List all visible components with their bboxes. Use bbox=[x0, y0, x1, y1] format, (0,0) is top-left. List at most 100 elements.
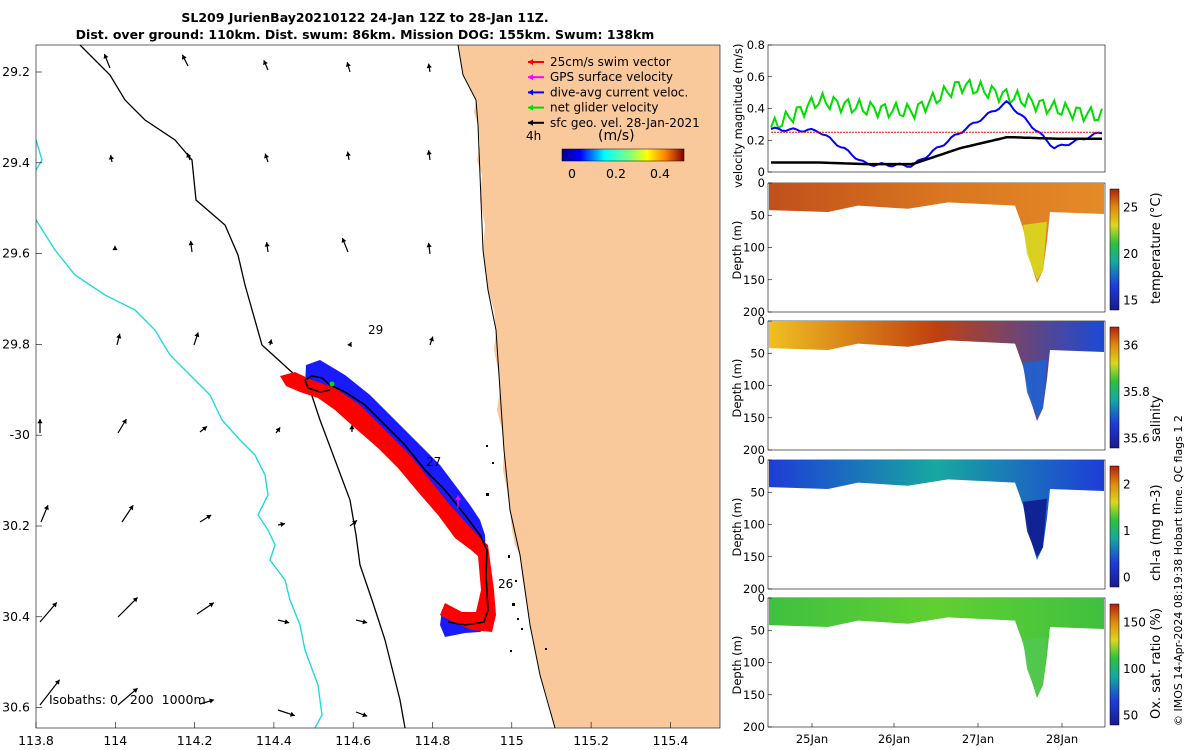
map-x-tick: 113.8 bbox=[18, 733, 54, 748]
plot-title-line2: Dist. over ground: 110km. Dist. swum: 86… bbox=[75, 27, 655, 42]
map-x-tick: 114.4 bbox=[256, 733, 292, 748]
geo-velocity-arrow bbox=[341, 237, 349, 253]
map-panel: 113.8 114 114.2 114.4 114.6 114.8 115 115.2 115.… bbox=[2, 44, 721, 748]
colorbar-tick: 1 bbox=[1123, 524, 1131, 538]
depth-axis-label: Depth (m) bbox=[730, 636, 744, 695]
geo-velocity-arrow bbox=[117, 687, 138, 706]
map-y-tick: 29.2 bbox=[2, 64, 30, 79]
geo-velocity-arrow bbox=[108, 154, 114, 163]
depth-tick: 150 bbox=[743, 411, 765, 425]
map-x-tick: 114 bbox=[103, 733, 127, 748]
geo-velocity-arrow bbox=[345, 151, 351, 161]
legend-label: sfc geo. vel. 28-Jan-2021 bbox=[550, 116, 700, 130]
depth-tick: 150 bbox=[743, 688, 765, 702]
geostrophic-vector-field bbox=[37, 53, 434, 718]
colorbar-tick: 20 bbox=[1123, 247, 1138, 261]
section-panel-chla: 0 50 100 150 200 Depth (m) 0 1 2 chl-a (mg m-3) bbox=[730, 453, 1164, 596]
date-tick: 25Jan bbox=[796, 732, 828, 746]
geo-velocity-arrow bbox=[264, 242, 270, 253]
plot-title-line1: SL209 JurienBay20210122 24-Jan 12Z to 28… bbox=[181, 10, 549, 25]
velocity-panel: 0 0.2 0.4 0.6 0.8 velocity magnitude (m/s) bbox=[731, 38, 1106, 188]
geo-velocity-arrow bbox=[117, 418, 127, 434]
depth-tick: 200 bbox=[743, 305, 765, 319]
legend-label: GPS surface velocity bbox=[550, 70, 673, 84]
geo-velocity-arrow bbox=[37, 419, 43, 433]
map-x-tick: 114.6 bbox=[335, 733, 371, 748]
map-x-axis: 113.8 114 114.2 114.4 114.6 114.8 115 115.2 115.… bbox=[18, 722, 688, 748]
geo-velocity-arrow bbox=[345, 62, 351, 73]
glider-track bbox=[280, 360, 496, 637]
depth-axis-label: Depth (m) bbox=[730, 359, 744, 418]
geo-velocity-arrow bbox=[199, 425, 208, 433]
geo-velocity-arrow bbox=[349, 425, 355, 432]
velocity-y-tick: 0.8 bbox=[747, 38, 765, 52]
date-tick: 26Jan bbox=[878, 732, 910, 746]
map-y-tick: 29.4 bbox=[2, 155, 30, 170]
depth-tick: 100 bbox=[743, 518, 765, 532]
depth-tick: 100 bbox=[743, 656, 765, 670]
legend-entry: GPS surface velocity bbox=[528, 70, 673, 84]
geo-velocity-arrow bbox=[181, 54, 189, 67]
date-tick: 27Jan bbox=[962, 732, 994, 746]
geo-velocity-arrow bbox=[39, 679, 61, 706]
depth-tick: 150 bbox=[743, 273, 765, 287]
geo-velocity-arrow bbox=[199, 514, 212, 523]
map-y-tick: 30.6 bbox=[2, 700, 30, 715]
date-tick: 28Jan bbox=[1046, 732, 1078, 746]
depth-tick: 0 bbox=[758, 176, 765, 190]
depth-tick: 150 bbox=[743, 550, 765, 564]
colorbar-tick-0: 0 bbox=[568, 166, 576, 181]
depth-tick: 0 bbox=[758, 314, 765, 328]
depth-axis-label: Depth (m) bbox=[730, 221, 744, 280]
colorbar-tick: 50 bbox=[1123, 709, 1138, 723]
geo-velocity-arrow bbox=[264, 153, 270, 163]
colorbar-tick: 35.6 bbox=[1123, 432, 1150, 446]
legend-label: 25cm/s swim vector bbox=[550, 55, 671, 69]
map-x-tick: 114.2 bbox=[177, 733, 213, 748]
geo-velocity-arrow bbox=[40, 504, 49, 523]
depth-tick: 50 bbox=[750, 208, 765, 222]
geo-velocity-arrow bbox=[103, 53, 111, 69]
section-colorbar bbox=[1109, 326, 1120, 449]
geo-velocity-arrow bbox=[117, 596, 139, 618]
legend-label: dive-avg current veloc. bbox=[550, 85, 688, 99]
colorbar-tick: 2 bbox=[1123, 478, 1131, 492]
velocity-series bbox=[770, 77, 1103, 168]
velocity-series-line bbox=[770, 77, 1103, 130]
colorbar-tick: 36 bbox=[1123, 339, 1138, 353]
map-y-tick: 30.4 bbox=[2, 609, 30, 624]
velocity-y-tick: 0.4 bbox=[747, 102, 765, 116]
section-panel-temperature: 0 50 100 150 200 Depth (m) 15 20 25 temperature (… bbox=[730, 176, 1164, 319]
depth-tick: 50 bbox=[750, 485, 765, 499]
depth-tick: 100 bbox=[743, 379, 765, 393]
geo-velocity-arrow bbox=[349, 519, 358, 527]
credit-text: © IMOS 14-Apr-2024 08:19:38 Hobart time.… bbox=[1172, 415, 1185, 726]
legend-entry: dive-avg current veloc. bbox=[528, 85, 688, 99]
velocity-y-tick: 0.6 bbox=[747, 70, 765, 84]
depth-tick: 200 bbox=[743, 720, 765, 734]
legend-entry: net glider velocity bbox=[528, 101, 658, 115]
velocity-y-tick: 0 bbox=[758, 165, 765, 179]
coastal-islands bbox=[486, 445, 547, 652]
arrow-time-label: 4h bbox=[526, 129, 541, 143]
geo-velocity-arrow bbox=[112, 245, 118, 251]
depth-tick: 200 bbox=[743, 582, 765, 596]
colorbar-tick: 25 bbox=[1123, 201, 1138, 215]
geo-velocity-arrow bbox=[277, 709, 295, 717]
section-colorbar bbox=[1109, 465, 1120, 588]
colorbar-tick-2: 0.4 bbox=[650, 166, 670, 181]
depth-tick: 0 bbox=[758, 591, 765, 605]
depth-tick: 0 bbox=[758, 453, 765, 467]
day-label-29: 29 bbox=[368, 323, 383, 337]
colorbar-tick: 0 bbox=[1123, 571, 1131, 585]
glider-net-track bbox=[304, 375, 489, 626]
map-frame bbox=[35, 44, 721, 729]
isobaths-label: Isobaths: 0 200 1000m bbox=[49, 692, 206, 707]
velocity-ylabel: velocity magnitude (m/s) bbox=[731, 43, 745, 188]
velocity-series-line bbox=[771, 135, 1102, 166]
geo-velocity-arrow bbox=[355, 711, 368, 718]
geo-velocity-arrow bbox=[121, 504, 134, 523]
